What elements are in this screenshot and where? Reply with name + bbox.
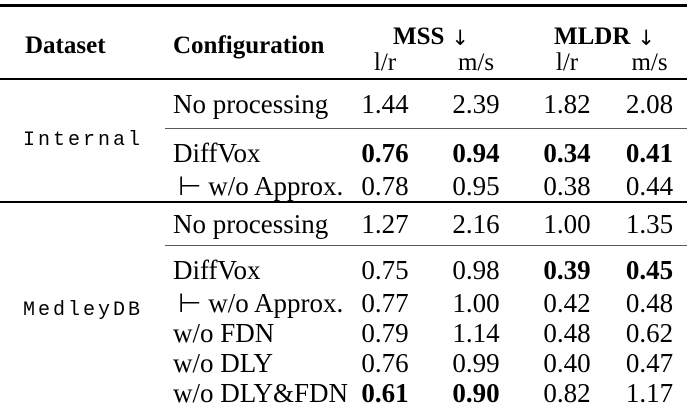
- mss-label: MSS: [392, 23, 445, 50]
- top-rule: [0, 4, 687, 7]
- col-header-configuration: Configuration: [173, 31, 325, 59]
- metric-value: 0.38: [543, 170, 591, 201]
- metric-value: 1.17: [625, 377, 674, 408]
- metric-value: 2.08: [625, 88, 674, 119]
- metric-value: 1.35: [625, 208, 674, 239]
- table-row: ⊢ w/o Approx. 0.77 1.00 0.42 0.48: [165, 288, 687, 318]
- table-row: ⊢ w/o Approx. 0.78 0.95 0.38 0.44: [165, 171, 687, 201]
- subcol-mss-ms: m/s: [457, 49, 495, 76]
- group-medleydb: MedleyDB No processing 1.27 2.16 1.00 1.…: [0, 201, 687, 408]
- metric-value: 2.16: [452, 208, 500, 239]
- subcol-mldr-ms: m/s: [631, 49, 668, 76]
- metric-value: 0.40: [543, 347, 591, 378]
- metric-value: 0.90: [452, 377, 500, 408]
- metric-value: 1.82: [543, 88, 591, 119]
- metric-value: 0.48: [543, 317, 591, 348]
- subcol-mldr-lr: l/r: [555, 49, 579, 76]
- metric-value: 0.39: [543, 255, 591, 285]
- config-cell: w/o FDN: [173, 317, 275, 348]
- table-row: w/o DLY&FDN 0.61 0.90 0.82 1.17: [165, 378, 687, 408]
- metric-value: 0.76: [361, 138, 409, 168]
- metric-value: 0.34: [543, 138, 591, 168]
- config-cell: ⊢ w/o Approx.: [178, 170, 344, 201]
- mid-rule: [165, 245, 687, 246]
- table: Dataset Configuration MSS ↓ MLDR ↓ l/r m/s…: [0, 4, 687, 408]
- config-cell: w/o DLY&FDN: [173, 377, 349, 408]
- col-group-mldr: MLDR ↓: [522, 15, 687, 49]
- metric-value: 0.47: [625, 347, 674, 378]
- metric-value: 0.45: [625, 255, 674, 285]
- table-row: No processing 1.27 2.16 1.00 1.35: [165, 203, 687, 245]
- config-cell: No processing: [173, 208, 329, 239]
- metric-value: 0.75: [361, 255, 409, 285]
- table-header: Dataset Configuration MSS ↓ MLDR ↓ l/r m/s…: [0, 7, 687, 80]
- metric-value: 0.48: [625, 287, 674, 318]
- down-arrow-icon: ↓: [451, 26, 469, 50]
- config-cell: No processing: [173, 88, 329, 119]
- metric-value: 0.99: [452, 347, 500, 378]
- col-header-dataset: Dataset: [25, 31, 106, 59]
- group-rows: No processing 1.27 2.16 1.00 1.35 DiffVo…: [165, 203, 687, 408]
- metric-value: 1.27: [361, 208, 409, 239]
- config-cell: ⊢ w/o Approx.: [178, 287, 344, 318]
- metric-value: 0.98: [452, 255, 500, 285]
- metric-value: 0.77: [361, 287, 409, 318]
- table-row: w/o FDN 0.79 1.14 0.48 0.62: [165, 318, 687, 348]
- metric-value: 1.14: [452, 317, 500, 348]
- table-row: DiffVox 0.76 0.94 0.34 0.41: [165, 129, 687, 171]
- metric-value: 0.62: [625, 317, 674, 348]
- table-row: No processing 1.44 2.39 1.82 2.08: [165, 80, 687, 128]
- metric-value: 2.39: [452, 88, 500, 119]
- subcol-mss-lr: l/r: [373, 49, 397, 76]
- metric-value: 0.95: [452, 170, 500, 201]
- config-cell: DiffVox: [173, 255, 261, 285]
- metric-value: 0.94: [452, 138, 500, 168]
- metric-value: 1.00: [543, 208, 591, 239]
- metric-value: 0.61: [361, 377, 409, 408]
- col-group-mss: MSS ↓: [340, 15, 522, 49]
- metric-value: 0.82: [543, 377, 591, 408]
- metric-value: 0.76: [361, 347, 409, 378]
- table-row: DiffVox 0.75 0.98 0.39 0.45: [165, 246, 687, 288]
- dataset-label: Internal: [23, 129, 144, 152]
- table-row: w/o DLY 0.76 0.99 0.40 0.47: [165, 348, 687, 378]
- group-rows: No processing 1.44 2.39 1.82 2.08 DiffVo…: [165, 80, 687, 201]
- metric-value: 0.44: [625, 170, 674, 201]
- config-cell: w/o DLY: [173, 347, 274, 378]
- metric-value: 0.42: [543, 287, 591, 318]
- mldr-label: MLDR: [554, 23, 631, 50]
- mid-rule: [165, 128, 687, 129]
- metric-value: 0.78: [361, 170, 409, 201]
- group-internal: Internal No processing 1.44 2.39 1.82 2.…: [0, 80, 687, 201]
- metric-value: 1.00: [452, 287, 500, 318]
- metric-value: 1.44: [361, 88, 409, 119]
- metric-value: 0.79: [361, 317, 409, 348]
- metric-value: 0.41: [625, 138, 674, 168]
- config-cell: DiffVox: [173, 138, 261, 168]
- dataset-label: MedleyDB: [23, 298, 144, 322]
- down-arrow-icon: ↓: [637, 26, 655, 50]
